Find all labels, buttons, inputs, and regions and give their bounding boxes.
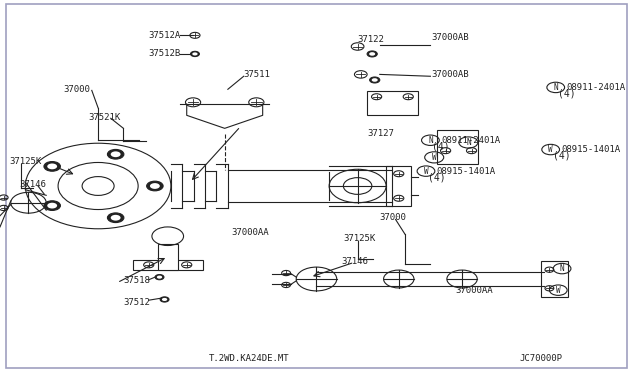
- Text: 37521K: 37521K: [88, 113, 121, 122]
- Text: 37512B: 37512B: [148, 49, 181, 58]
- Text: W: W: [548, 145, 553, 154]
- Text: 37000AB: 37000AB: [431, 33, 469, 42]
- Text: N: N: [428, 136, 433, 145]
- Text: N: N: [560, 264, 564, 273]
- Bar: [436, 130, 478, 164]
- Text: 37518: 37518: [124, 276, 150, 285]
- Bar: [541, 261, 568, 297]
- Text: 37511: 37511: [244, 70, 271, 79]
- Circle shape: [108, 213, 124, 222]
- Circle shape: [160, 297, 169, 302]
- Bar: [157, 244, 178, 270]
- Text: N: N: [554, 83, 558, 92]
- Circle shape: [108, 150, 124, 159]
- Bar: [133, 260, 202, 270]
- Text: 37512A: 37512A: [148, 31, 181, 40]
- Circle shape: [367, 51, 377, 57]
- Circle shape: [369, 52, 375, 56]
- Text: 08911-2401A: 08911-2401A: [441, 136, 500, 145]
- Text: 37146: 37146: [19, 180, 46, 189]
- Bar: [386, 166, 412, 206]
- Circle shape: [111, 215, 120, 221]
- Text: 08915-1401A: 08915-1401A: [561, 145, 621, 154]
- Circle shape: [191, 51, 200, 57]
- Circle shape: [157, 276, 162, 279]
- Circle shape: [111, 151, 120, 157]
- Text: 37122: 37122: [358, 35, 385, 44]
- Text: 37512: 37512: [124, 298, 150, 307]
- Circle shape: [370, 77, 380, 83]
- Text: 37000AA: 37000AA: [231, 228, 269, 237]
- Circle shape: [162, 298, 167, 301]
- Text: JC70000P: JC70000P: [519, 355, 562, 363]
- Text: T.2WD.KA24DE.MT: T.2WD.KA24DE.MT: [209, 355, 289, 363]
- Bar: [367, 91, 418, 115]
- Circle shape: [47, 203, 57, 209]
- Text: (4): (4): [557, 89, 575, 99]
- Text: N: N: [466, 138, 470, 147]
- Text: 37000: 37000: [380, 213, 406, 222]
- Text: W: W: [432, 153, 436, 162]
- Text: W: W: [556, 286, 561, 295]
- Circle shape: [372, 78, 378, 82]
- Text: 08915-1401A: 08915-1401A: [436, 167, 496, 176]
- Text: 37125K: 37125K: [344, 234, 376, 243]
- Text: 37000AA: 37000AA: [456, 286, 493, 295]
- Text: 37125K: 37125K: [10, 157, 42, 166]
- Circle shape: [44, 201, 60, 211]
- Circle shape: [192, 52, 198, 55]
- Circle shape: [155, 275, 164, 280]
- Text: 08911-2401A: 08911-2401A: [566, 83, 626, 92]
- Text: (4): (4): [552, 151, 570, 160]
- Circle shape: [147, 181, 163, 191]
- Text: (4): (4): [428, 173, 445, 182]
- Text: 37000: 37000: [63, 85, 90, 94]
- Text: 37127: 37127: [367, 129, 394, 138]
- Text: 37146: 37146: [342, 257, 369, 266]
- Circle shape: [44, 161, 60, 171]
- Circle shape: [47, 163, 57, 169]
- Text: 37000AB: 37000AB: [431, 70, 469, 79]
- Text: W: W: [424, 167, 428, 176]
- Text: (4): (4): [433, 142, 450, 152]
- Circle shape: [150, 183, 160, 189]
